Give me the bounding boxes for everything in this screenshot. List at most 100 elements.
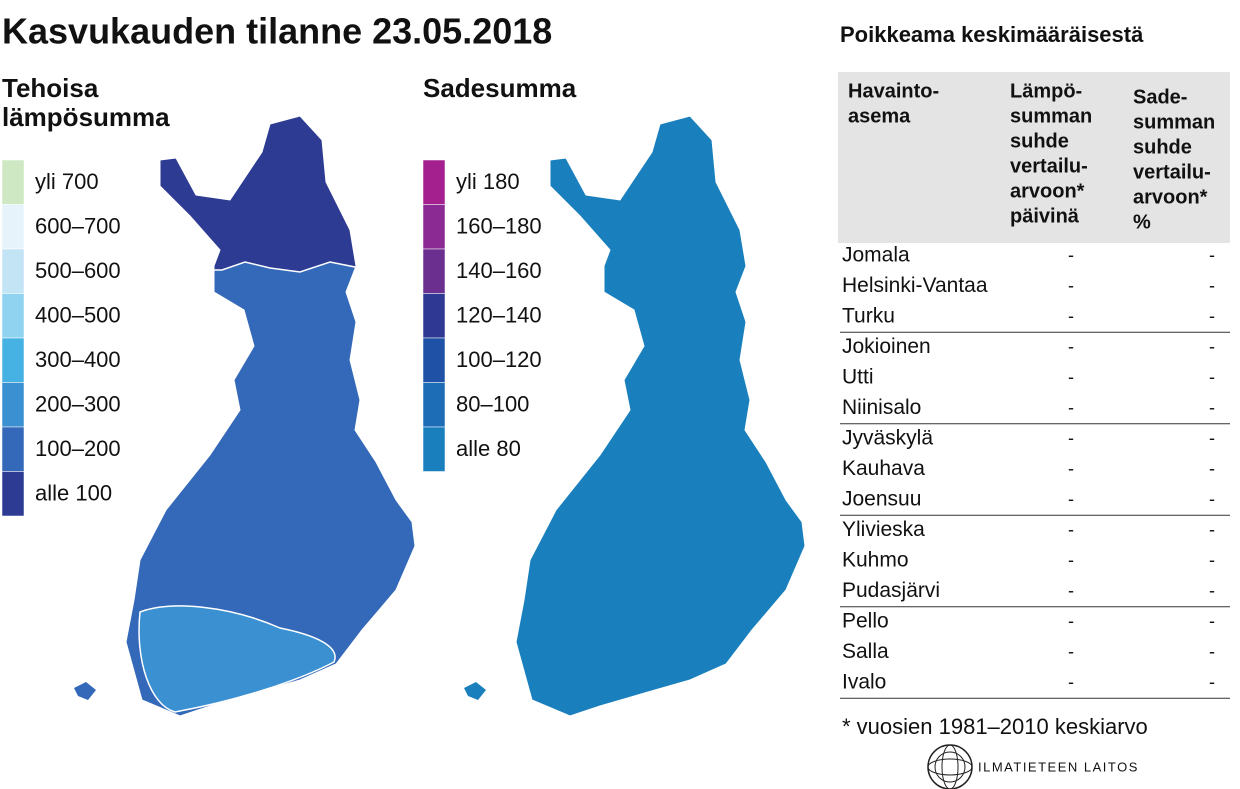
legend-swatch xyxy=(422,248,446,294)
station-name: Joensuu xyxy=(842,488,921,511)
table-header: arvoon* xyxy=(1010,180,1085,202)
map-title: Sadesumma xyxy=(423,73,577,103)
legend-swatch xyxy=(1,337,25,383)
table-cell: - xyxy=(1068,306,1074,326)
logo xyxy=(927,744,973,789)
table-cell: - xyxy=(1068,458,1074,478)
station-name: Salla xyxy=(842,640,889,663)
legend-label: 500–600 xyxy=(35,258,121,283)
legend-label: 140–160 xyxy=(456,258,542,283)
table-cell: - xyxy=(1068,245,1074,265)
legend-swatch xyxy=(1,382,25,428)
table-header: asema xyxy=(848,105,911,127)
station-name: Helsinki-Vantaa xyxy=(842,274,988,297)
legend-swatch xyxy=(422,159,446,205)
legend-label: 200–300 xyxy=(35,391,121,416)
table-cell: - xyxy=(1068,397,1074,417)
table-cell: - xyxy=(1209,245,1215,265)
table-cell: - xyxy=(1068,550,1074,570)
station-name: Kuhmo xyxy=(842,549,909,572)
legend-swatch xyxy=(422,204,446,250)
table-cell: - xyxy=(1068,367,1074,387)
table-header: summan xyxy=(1010,105,1092,127)
legend-label: alle 100 xyxy=(35,480,112,505)
station-name: Ylivieska xyxy=(842,518,925,541)
legend-label: 100–200 xyxy=(35,436,121,461)
table-cell: - xyxy=(1068,489,1074,509)
station-name: Kauhava xyxy=(842,457,925,480)
table-cell: - xyxy=(1068,275,1074,295)
table-header: päivinä xyxy=(1010,205,1080,227)
legend-label: 100–120 xyxy=(456,347,542,372)
station-name: Turku xyxy=(842,305,895,328)
table-header: Sade- xyxy=(1133,86,1187,108)
station-name: Jyväskylä xyxy=(842,427,933,450)
legend-swatch xyxy=(422,426,446,472)
table-cell: - xyxy=(1068,336,1074,356)
table-cell: - xyxy=(1209,489,1215,509)
legend-label: alle 80 xyxy=(456,436,521,461)
legend-label: yli 700 xyxy=(35,169,99,194)
table-cell: - xyxy=(1209,367,1215,387)
map-title: lämpösumma xyxy=(2,102,170,132)
table-header: arvoon* xyxy=(1133,186,1208,208)
legend-swatch xyxy=(1,248,25,294)
legend-swatch xyxy=(1,204,25,250)
footnote: * vuosien 1981–2010 keskiarvo xyxy=(842,714,1148,739)
legend-label: yli 180 xyxy=(456,169,520,194)
table-cell: - xyxy=(1068,580,1074,600)
table-cell: - xyxy=(1209,672,1215,692)
logo-text: ILMATIETEEN LAITOS xyxy=(978,759,1139,774)
map-lampo xyxy=(74,115,416,717)
legend-swatch xyxy=(1,293,25,339)
table-cell: - xyxy=(1209,550,1215,570)
table-header: suhde xyxy=(1010,130,1069,152)
legend-label: 400–500 xyxy=(35,302,121,327)
table-cell: - xyxy=(1209,611,1215,631)
legend-swatch xyxy=(422,382,446,428)
table-header: vertailu- xyxy=(1133,161,1211,183)
legend-label: 300–400 xyxy=(35,347,121,372)
station-name: Jokioinen xyxy=(842,335,931,358)
table-cell: - xyxy=(1209,306,1215,326)
station-name: Utti xyxy=(842,366,874,389)
table-header: Lämpö- xyxy=(1010,80,1082,102)
legend-swatch xyxy=(1,471,25,517)
table-title: Poikkeama keskimääräisestä xyxy=(840,22,1144,47)
table-cell: - xyxy=(1209,397,1215,417)
table-cell: - xyxy=(1068,428,1074,448)
table-header: vertailu- xyxy=(1010,155,1088,177)
map-sade xyxy=(464,115,806,717)
table-cell: - xyxy=(1209,458,1215,478)
table-cell: - xyxy=(1209,641,1215,661)
table-cell: - xyxy=(1209,336,1215,356)
station-name: Jomala xyxy=(842,244,910,267)
table-cell: - xyxy=(1209,580,1215,600)
station-name: Pudasjärvi xyxy=(842,579,940,602)
legend-label: 160–180 xyxy=(456,213,542,238)
legend-swatch xyxy=(1,426,25,472)
table-cell: - xyxy=(1209,275,1215,295)
map-title: Tehoisa xyxy=(2,73,99,103)
legend-label: 120–140 xyxy=(456,302,542,327)
legend-swatch xyxy=(422,293,446,339)
table-cell: - xyxy=(1209,519,1215,539)
title: Kasvukauden tilanne 23.05.2018 xyxy=(2,11,552,52)
table-cell: - xyxy=(1068,672,1074,692)
legend-label: 600–700 xyxy=(35,213,121,238)
table-cell: - xyxy=(1209,428,1215,448)
table-header: % xyxy=(1133,211,1151,233)
table-header-bg xyxy=(838,72,1230,243)
table-cell: - xyxy=(1068,641,1074,661)
station-name: Pello xyxy=(842,610,889,633)
legend-label: 80–100 xyxy=(456,391,529,416)
table-cell: - xyxy=(1068,611,1074,631)
table-header: summan xyxy=(1133,111,1215,133)
legend-swatch xyxy=(422,337,446,383)
table-cell: - xyxy=(1068,519,1074,539)
station-name: Ivalo xyxy=(842,671,886,694)
station-name: Niinisalo xyxy=(842,396,921,419)
table-header: Havainto- xyxy=(848,80,939,102)
